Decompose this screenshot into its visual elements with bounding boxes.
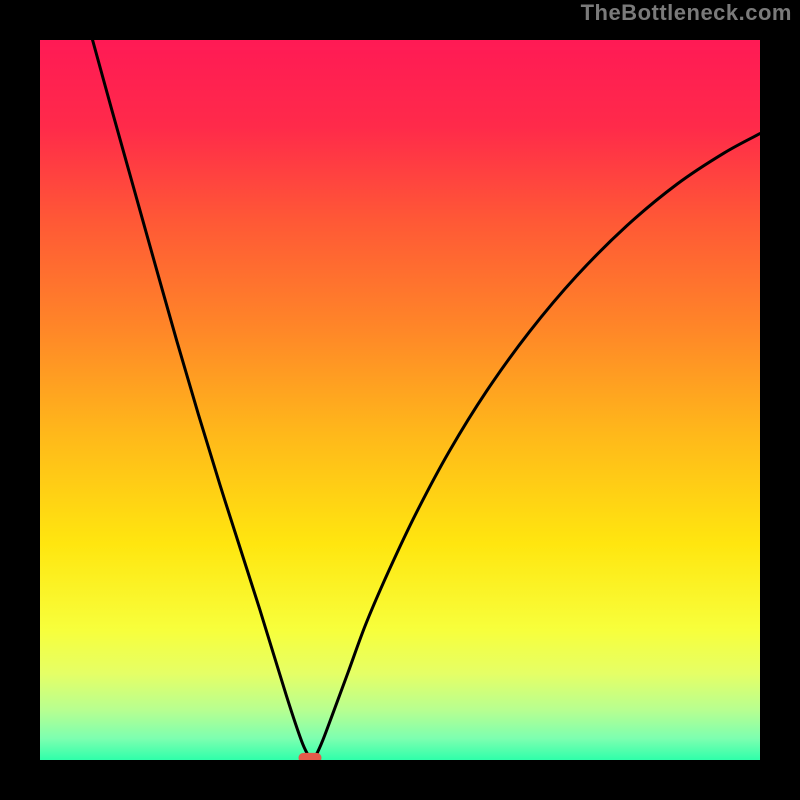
watermark-text: TheBottleneck.com: [581, 0, 792, 26]
gradient-background: [40, 40, 760, 760]
bottleneck-chart: TheBottleneck.com: [0, 0, 800, 800]
chart-svg: [0, 0, 800, 800]
